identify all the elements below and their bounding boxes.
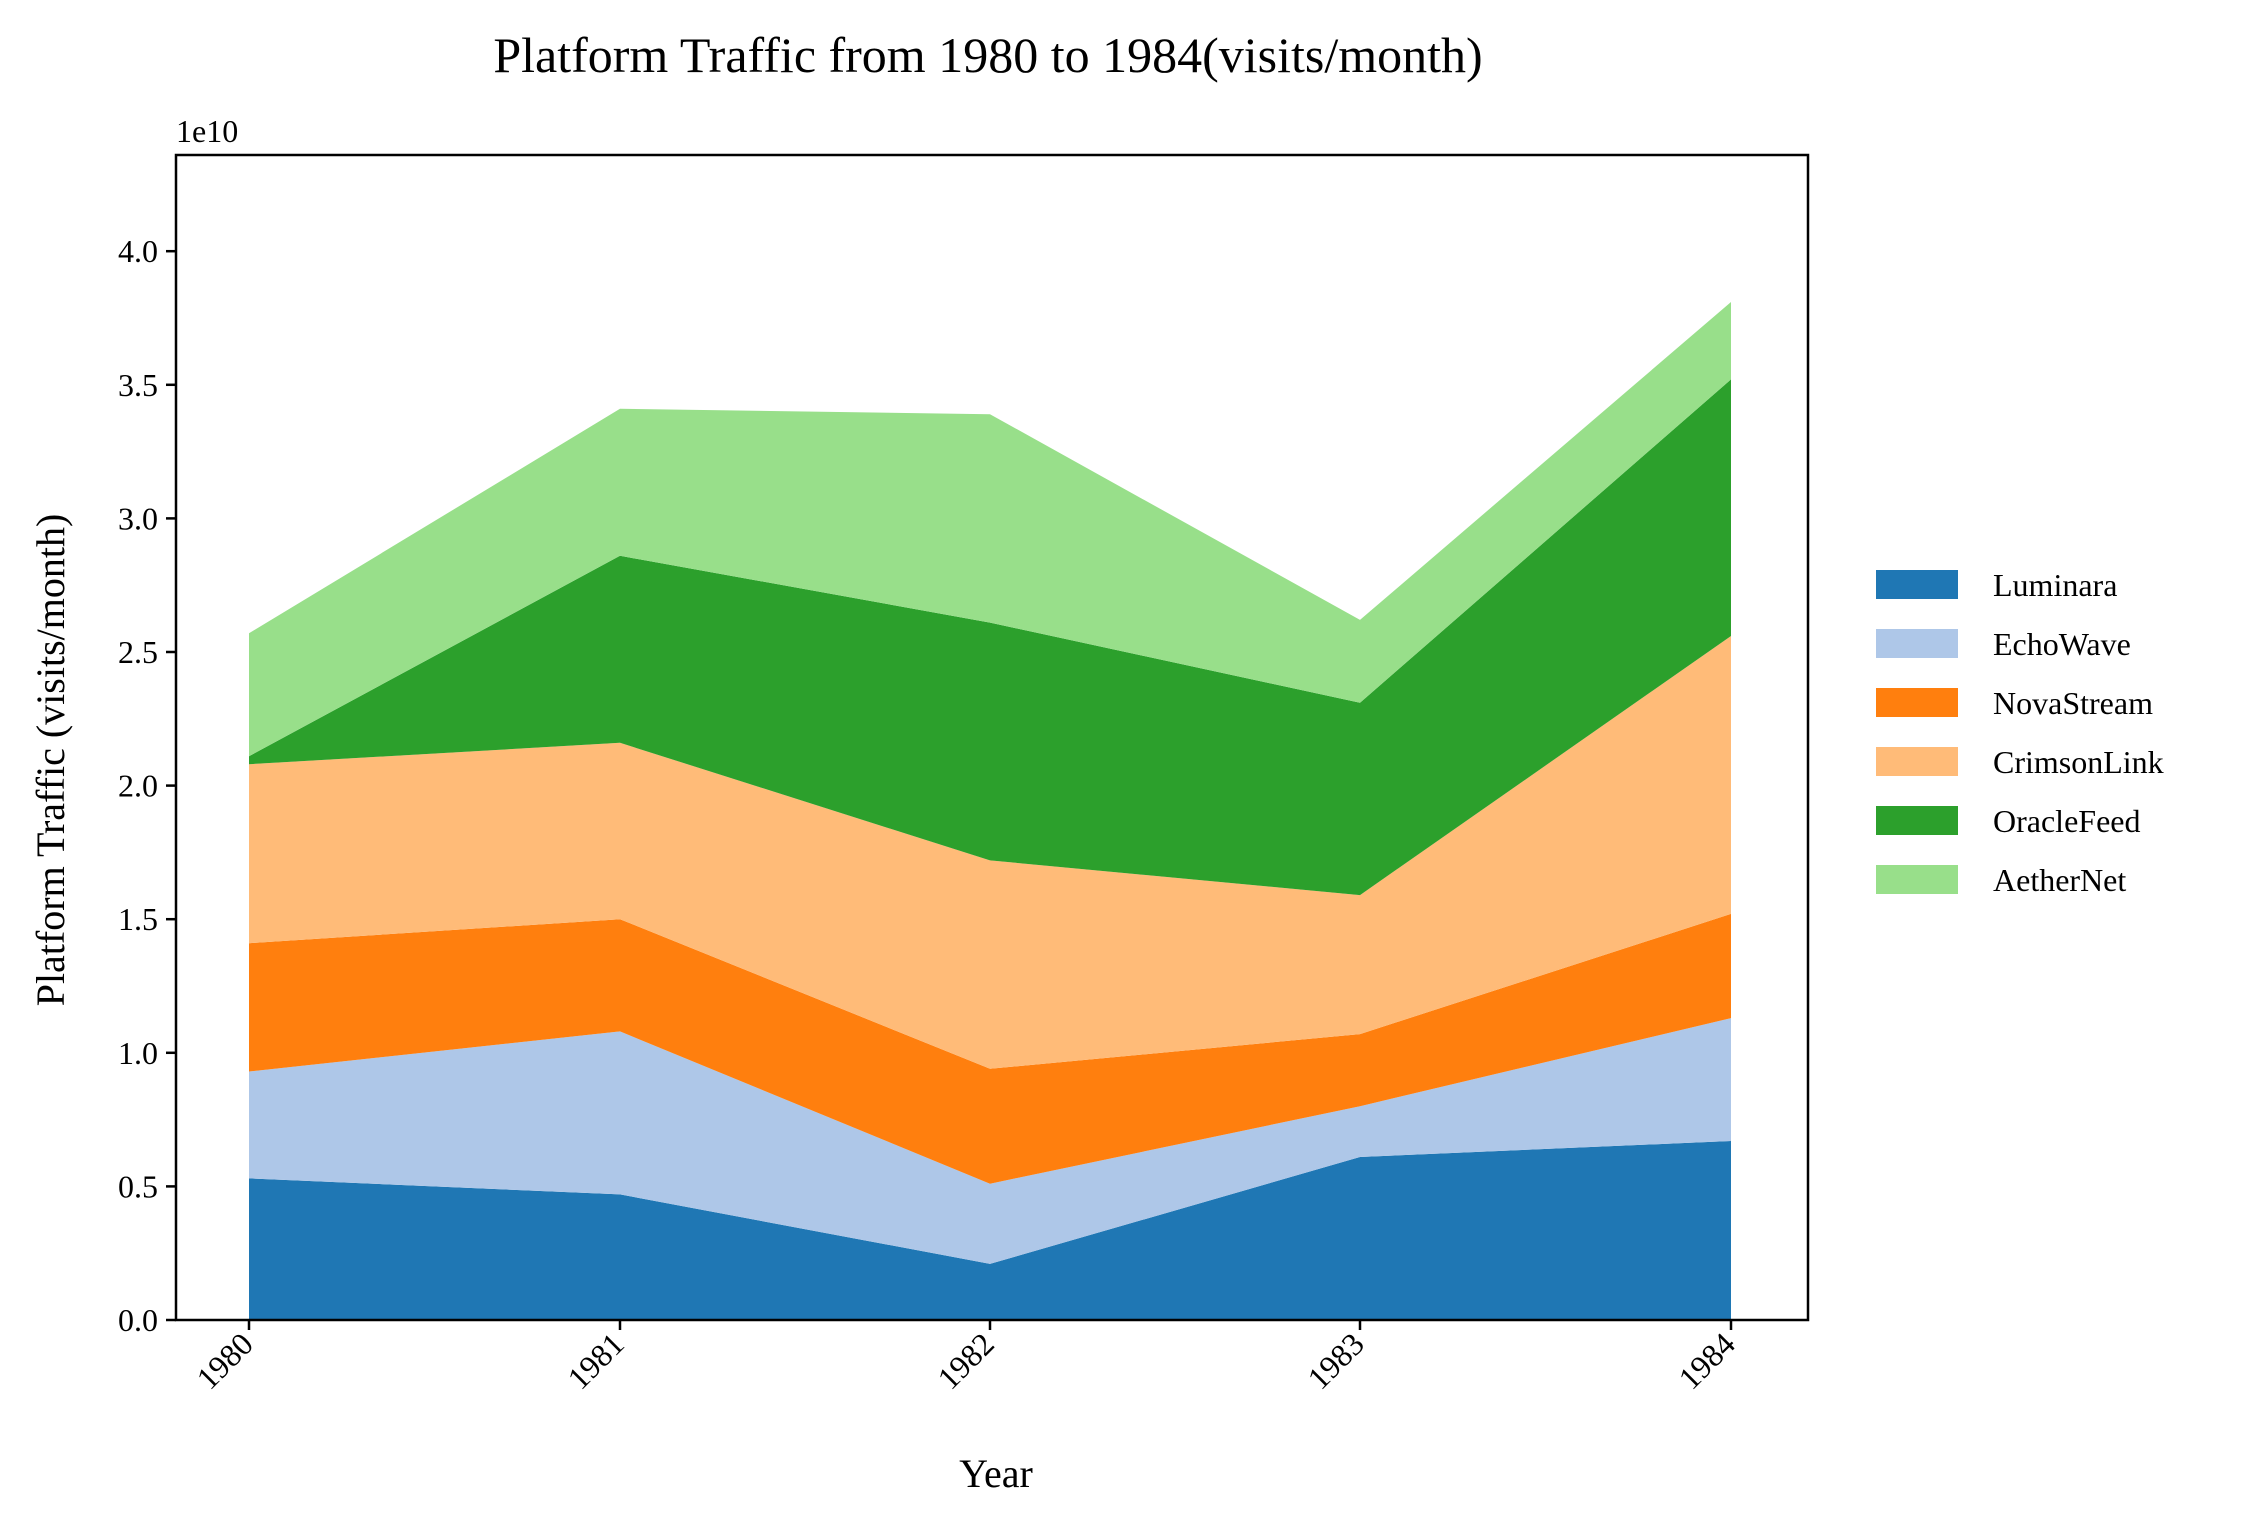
area-crimsonlink [249,636,1731,1069]
legend-swatch-luminara [1876,570,1958,599]
area-novastream [249,913,1731,1184]
legend-label-aethernet: AetherNet [1993,862,2126,898]
x-tick-label: 1984 [1671,1325,1742,1396]
y-tick-label: 2.0 [118,768,158,804]
legend-label-crimsonlink: CrimsonLink [1993,744,2164,780]
y-axis: 0.0 0.5 1.0 1.5 2.0 2.5 3.0 3.5 4.0 [118,233,176,1338]
area-aethernet [249,302,1731,757]
area-oraclefeed [249,379,1731,896]
y-tick-label: 3.5 [118,367,158,403]
y-offset-label: 1e10 [176,113,238,149]
x-tick-label: 1980 [189,1325,260,1396]
legend-label-echowave: EchoWave [1993,626,2131,662]
y-tick-label: 1.5 [118,901,158,937]
chart-title: Platform Traffic from 1980 to 1984(visit… [493,27,1482,83]
plot-frame [174,153,1810,1322]
x-tick-label: 1981 [560,1325,631,1396]
legend-label-luminara: Luminara [1993,567,2117,603]
area-luminara [249,1141,1731,1320]
x-axis: 1980 1981 1982 1983 1984 [189,1320,1742,1396]
y-tick-label: 0.5 [118,1168,158,1204]
legend-swatch-echowave [1876,629,1958,658]
y-tick-label: 3.0 [118,500,158,536]
y-tick-label: 2.5 [118,634,158,670]
x-axis-label: Year [959,1451,1033,1496]
y-tick-label: 0.0 [118,1302,158,1338]
legend-swatch-oraclefeed [1876,806,1958,835]
area-echowave [249,1018,1731,1264]
legend-label-novastream: NovaStream [1993,685,2153,721]
x-tick-label: 1983 [1300,1325,1371,1396]
y-tick-label: 4.0 [118,233,158,269]
legend-swatch-aethernet [1876,865,1958,894]
y-axis-label: Platform Traffic (visits/month) [28,514,73,1007]
legend-label-oraclefeed: OracleFeed [1993,803,2140,839]
y-tick-label: 1.0 [118,1035,158,1071]
legend: Luminara EchoWave NovaStream CrimsonLink Ora… [1876,567,2164,898]
x-tick-label: 1982 [930,1325,1001,1396]
legend-swatch-crimsonlink [1876,747,1958,776]
area-layers [249,302,1731,1320]
legend-swatch-novastream [1876,688,1958,717]
